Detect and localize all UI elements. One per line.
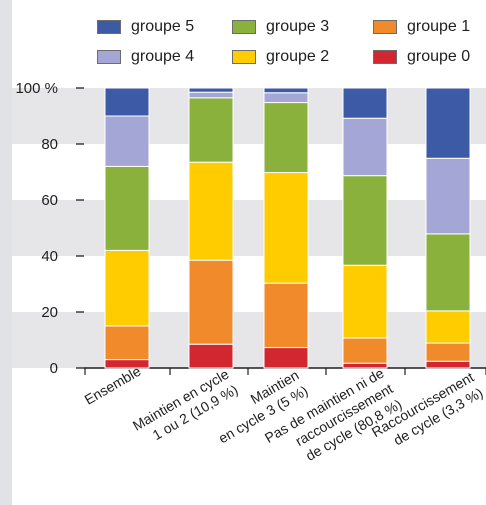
bar-segment-groupe-3-3 xyxy=(342,175,388,266)
bar-segment-groupe-5-4 xyxy=(425,87,471,159)
bar-segment-groupe-2-3 xyxy=(342,264,388,339)
legend-swatch-groupe-2 xyxy=(232,50,256,64)
bar-segment-groupe-0-3 xyxy=(342,362,388,369)
legend-label-groupe-2: groupe 2 xyxy=(266,48,330,65)
x-category-label-line-0-0: Ensemble xyxy=(82,363,144,408)
bar-segment-groupe-2-2 xyxy=(263,172,309,284)
y-tick-label-80: 80 xyxy=(41,136,58,153)
legend-item-groupe-0: groupe 0 xyxy=(373,47,470,67)
legend-item-groupe-1: groupe 1 xyxy=(373,17,470,37)
bar-segment-groupe-2-0 xyxy=(104,249,150,327)
bar-segment-groupe-0-1 xyxy=(188,343,234,369)
y-tick-label-60: 60 xyxy=(41,192,58,209)
background-band-40-60 xyxy=(12,200,486,256)
bar-segment-groupe-1-2 xyxy=(263,282,309,349)
legend: groupe 5 groupe 3 groupe 1 groupe 4 grou… xyxy=(0,0,486,80)
legend-label-groupe-4: groupe 4 xyxy=(131,48,195,65)
y-tick-label-0: 0 xyxy=(50,360,58,377)
bar-segment-groupe-5-0 xyxy=(104,87,150,117)
bar-segment-groupe-1-0 xyxy=(104,325,150,361)
bar-segment-groupe-3-4 xyxy=(425,233,471,312)
y-tick-label-20: 20 xyxy=(41,304,58,321)
y-tick-label-40: 40 xyxy=(41,248,58,265)
bar-segment-groupe-2-4 xyxy=(425,310,471,344)
bar-segment-groupe-4-4 xyxy=(425,157,471,235)
bar-segment-groupe-0-4 xyxy=(425,360,471,369)
side-band xyxy=(0,0,12,505)
bar-segment-groupe-5-2 xyxy=(263,87,309,94)
bar-segment-groupe-1-3 xyxy=(342,337,388,364)
background-band-80-100 xyxy=(12,88,486,144)
bar-segment-groupe-4-2 xyxy=(263,92,309,104)
legend-item-groupe-5: groupe 5 xyxy=(97,17,194,37)
legend-swatch-groupe-0 xyxy=(373,50,397,64)
bar-segment-groupe-5-1 xyxy=(188,87,234,93)
background-band-0-20 xyxy=(12,312,486,368)
legend-item-groupe-4: groupe 4 xyxy=(97,47,194,67)
y-tick-label-100: 100 % xyxy=(15,80,58,97)
bar-segment-groupe-3-1 xyxy=(188,97,234,163)
legend-label-groupe-0: groupe 0 xyxy=(407,48,471,65)
legend-swatch-groupe-1 xyxy=(373,20,397,34)
legend-swatch-groupe-4 xyxy=(97,50,121,64)
bar-segment-groupe-4-0 xyxy=(104,115,150,167)
x-category-label-0: Ensemble xyxy=(82,363,144,408)
legend-label-groupe-5: groupe 5 xyxy=(131,18,195,35)
bar-segment-groupe-0-2 xyxy=(263,347,309,369)
legend-item-groupe-3: groupe 3 xyxy=(232,17,329,37)
bar-segment-groupe-2-1 xyxy=(188,161,234,261)
legend-label-groupe-1: groupe 1 xyxy=(407,18,471,35)
bar-segment-groupe-5-3 xyxy=(342,87,388,119)
legend-swatch-groupe-3 xyxy=(232,20,256,34)
legend-item-groupe-2: groupe 2 xyxy=(232,47,329,67)
bar-segment-groupe-3-0 xyxy=(104,165,150,251)
bar-segment-groupe-1-1 xyxy=(188,259,234,345)
bar-segment-groupe-4-1 xyxy=(188,91,234,99)
legend-label-groupe-3: groupe 3 xyxy=(266,18,330,35)
legend-swatch-groupe-5 xyxy=(97,20,121,34)
bar-segment-groupe-3-2 xyxy=(263,102,309,174)
bar-segment-groupe-4-3 xyxy=(342,117,388,177)
bar-segment-groupe-1-4 xyxy=(425,342,471,362)
